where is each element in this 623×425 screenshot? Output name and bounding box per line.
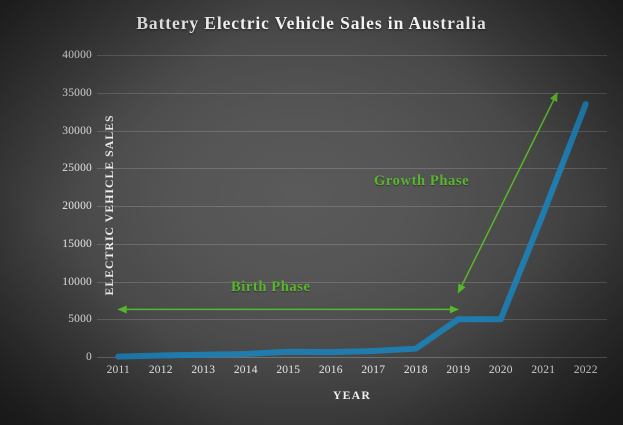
y-axis-tick: 15000 xyxy=(62,237,92,250)
gridline xyxy=(97,92,607,94)
y-axis-tick: 30000 xyxy=(62,124,92,137)
annotation-growth-phase: Growth Phase xyxy=(374,173,470,189)
y-axis-tick: 5000 xyxy=(68,313,92,326)
x-axis-tick: 2014 xyxy=(233,364,258,376)
x-axis-tick: 2017 xyxy=(361,364,386,376)
annotation-birth-phase: Birth Phase xyxy=(231,279,311,295)
y-axis-tick: 0 xyxy=(86,351,92,363)
gridline xyxy=(97,281,607,283)
gridline xyxy=(97,55,607,56)
gridline xyxy=(97,130,607,132)
growth-phase-arrow xyxy=(457,92,558,294)
x-axis-tick: 2021 xyxy=(531,364,556,376)
y-axis-tick: 25000 xyxy=(62,162,92,175)
x-axis-label: YEAR xyxy=(332,388,372,402)
x-axis-tick: 2012 xyxy=(148,364,173,376)
gridline xyxy=(97,357,607,358)
x-axis-tick: 2013 xyxy=(191,364,216,376)
gridline xyxy=(97,168,607,170)
x-axis-tick: 2019 xyxy=(446,364,471,376)
series-line-electric-vehicle-sales xyxy=(115,101,589,360)
x-axis-tick: 2011 xyxy=(106,364,130,376)
plot-area xyxy=(97,55,607,358)
x-axis-tick: 2022 xyxy=(573,364,598,376)
gridline xyxy=(97,243,607,245)
y-axis-tick: 40000 xyxy=(62,49,92,61)
y-axis-tick: 10000 xyxy=(62,275,92,288)
y-axis-tick: 20000 xyxy=(62,200,92,212)
gridline xyxy=(97,319,607,321)
x-axis-tick: 2020 xyxy=(488,364,513,376)
gridline xyxy=(97,206,607,207)
x-axis-tick: 2018 xyxy=(403,364,428,376)
x-axis-tick: 2015 xyxy=(276,364,301,376)
x-axis-tick: 2016 xyxy=(318,364,343,376)
y-axis-tick: 35000 xyxy=(62,86,92,99)
chart-title: Battery Electric Vehicle Sales in Austra… xyxy=(136,13,487,33)
